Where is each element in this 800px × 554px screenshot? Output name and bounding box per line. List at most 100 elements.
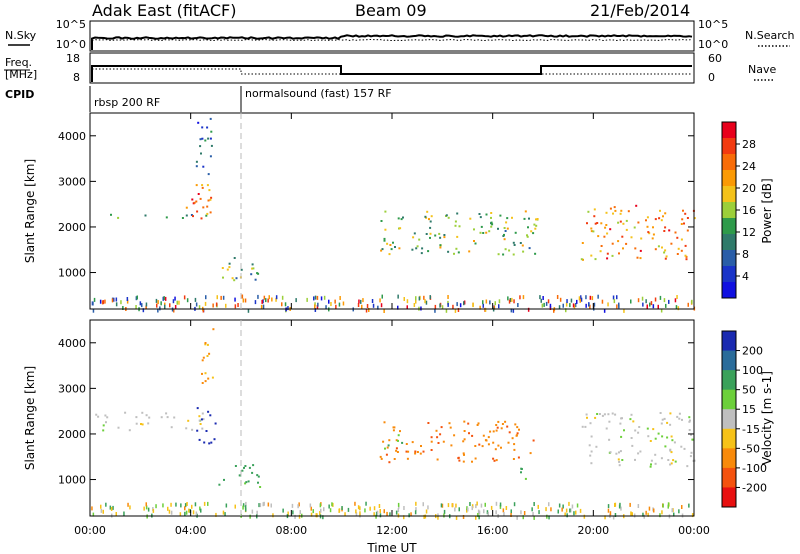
nave-dotted-line <box>92 68 692 75</box>
noise-point <box>601 299 604 304</box>
scatter-point <box>586 416 588 419</box>
x-tick-label: 04:00 <box>175 524 207 537</box>
scatter-point <box>193 201 196 204</box>
scatter-point <box>490 216 492 219</box>
noise-point <box>654 297 657 302</box>
noise-point <box>477 509 480 514</box>
scatter-point <box>198 415 201 418</box>
scatter-point <box>397 439 399 442</box>
scatter-point <box>414 450 417 453</box>
scatter-point <box>512 458 515 460</box>
scatter-point <box>492 441 495 444</box>
noise-point <box>490 505 493 510</box>
noise-point <box>499 502 502 507</box>
noise-point <box>299 510 301 515</box>
scatter-point <box>468 432 470 435</box>
scatter-point <box>384 228 387 231</box>
noise-point <box>112 505 114 510</box>
scatter-point <box>392 241 394 244</box>
noise-point <box>155 504 157 509</box>
scatter-point <box>209 155 212 158</box>
noise-point <box>414 510 417 515</box>
scatter-point <box>646 427 649 430</box>
scatter-point <box>453 434 456 437</box>
scatter-point <box>442 440 445 443</box>
noise-point <box>234 504 236 509</box>
scatter-point <box>202 418 205 421</box>
noise-point <box>424 299 426 304</box>
scatter-point <box>587 210 590 213</box>
noise-point <box>479 305 481 310</box>
scatter-point <box>190 214 193 216</box>
scatter-point <box>594 222 597 225</box>
scatter-point <box>652 428 655 431</box>
scatter-point <box>620 209 623 212</box>
scatter-point <box>647 435 650 438</box>
scatter-point <box>382 440 385 443</box>
noise-point <box>410 512 412 517</box>
scatter-point <box>443 236 446 239</box>
scatter-point <box>207 137 210 140</box>
scatter-point <box>469 217 472 220</box>
scatter-point <box>450 444 453 447</box>
colorbar-tick-label: -100 <box>742 462 767 475</box>
scatter-point <box>670 435 673 438</box>
scatter-point <box>491 223 494 226</box>
y-tick-label: 1000 <box>58 474 86 487</box>
nsky-solid-line <box>91 34 693 50</box>
noise-point <box>163 296 165 301</box>
noise-point <box>588 302 590 307</box>
noise-point <box>447 295 449 299</box>
scatter-point <box>604 226 607 229</box>
noise-point <box>576 503 579 508</box>
scatter-point <box>196 407 199 410</box>
scatter-point <box>618 460 621 463</box>
noise-point <box>612 295 615 300</box>
noise-point <box>415 299 417 304</box>
x-tick-label: 00:00 <box>678 524 710 537</box>
noise-point <box>319 511 321 515</box>
noise-point <box>466 506 468 511</box>
noise-point <box>452 304 454 309</box>
noise-point <box>314 295 317 300</box>
scatter-point <box>201 372 203 375</box>
scatter-point <box>678 412 681 415</box>
scatter-point <box>613 206 616 209</box>
noise-point <box>135 296 138 301</box>
scatter-point <box>634 247 637 250</box>
scatter-point <box>661 418 664 421</box>
noise-point <box>609 511 612 516</box>
scatter-point <box>614 209 617 212</box>
cpid-label: CPID <box>5 88 34 101</box>
noise-point <box>249 514 251 519</box>
scatter-point <box>609 228 612 231</box>
noise-point <box>486 510 489 515</box>
noise-point <box>242 505 244 510</box>
noise-point <box>570 298 573 303</box>
noise-point <box>375 511 378 516</box>
scatter-point <box>647 231 650 234</box>
scatter-point <box>204 372 207 375</box>
noise-point <box>164 304 166 309</box>
noise-point <box>199 506 201 511</box>
noise-point <box>454 308 457 313</box>
scatter-point <box>630 413 633 416</box>
scatter-point <box>453 252 455 255</box>
noise-point <box>494 301 496 306</box>
scatter-point <box>252 464 255 467</box>
noise-point <box>314 302 316 307</box>
noise-point <box>355 509 357 514</box>
scatter-point <box>661 246 663 249</box>
scatter-point <box>661 435 664 438</box>
colorbar-swatch <box>722 250 736 267</box>
colorbar-tick-label: -200 <box>742 481 767 494</box>
noise-point <box>234 297 236 302</box>
noise-point <box>498 299 501 304</box>
noise-point <box>593 302 596 307</box>
noise-point <box>176 300 178 305</box>
noise-point <box>275 297 277 302</box>
x-axis-ticks: 00:00 04:00 08:00 12:00 16:00 20:00 00:00 <box>74 113 710 537</box>
noise-point <box>441 503 444 508</box>
noise-point <box>403 506 405 510</box>
scatter-point <box>645 219 647 222</box>
